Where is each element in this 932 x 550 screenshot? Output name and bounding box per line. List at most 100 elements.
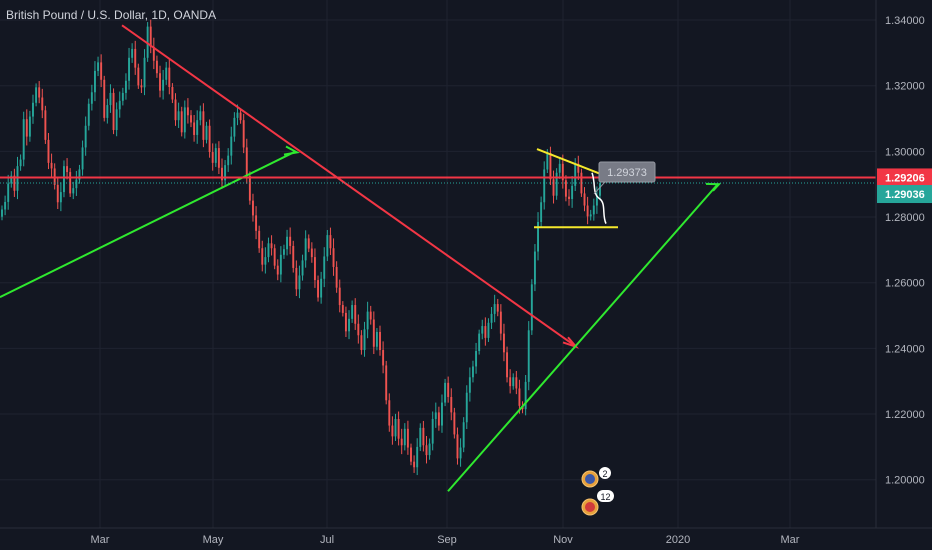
candle-body bbox=[19, 159, 22, 167]
candle-body bbox=[552, 179, 555, 196]
price-tick-label: 1.24000 bbox=[885, 343, 925, 355]
candle-body bbox=[267, 243, 270, 258]
candle-body bbox=[512, 377, 515, 387]
candle-body bbox=[348, 318, 350, 332]
price-axis[interactable]: 1.34000 1.32000 1.30000 1.28000 1.26000 1.240… bbox=[885, 15, 925, 487]
candle-body bbox=[369, 311, 372, 320]
candle-body bbox=[549, 153, 552, 180]
candle-body bbox=[165, 67, 168, 80]
candle-body bbox=[118, 100, 121, 110]
candle-body bbox=[211, 152, 214, 163]
candle-body bbox=[22, 119, 25, 160]
candle-body bbox=[214, 148, 217, 163]
candle-body bbox=[447, 382, 450, 397]
price-callout-box bbox=[598, 161, 656, 183]
candle-body bbox=[298, 275, 301, 290]
candle-body bbox=[422, 427, 425, 446]
candle-body bbox=[391, 425, 394, 437]
candle-body bbox=[155, 60, 158, 74]
candle-body bbox=[375, 331, 378, 347]
candle-body bbox=[301, 260, 304, 276]
candle-body bbox=[177, 111, 180, 121]
candle-body bbox=[329, 235, 332, 249]
candle-body bbox=[354, 305, 357, 324]
candle-body bbox=[75, 179, 78, 189]
candle-body bbox=[10, 175, 13, 184]
candle-body bbox=[109, 92, 112, 106]
candle-body bbox=[193, 122, 196, 135]
candle-body bbox=[97, 62, 100, 71]
candle-body bbox=[385, 365, 388, 401]
candle-body bbox=[7, 183, 10, 202]
event-count-badge bbox=[599, 467, 611, 479]
grid bbox=[0, 0, 876, 528]
candle-body bbox=[537, 221, 539, 252]
candle-body bbox=[41, 97, 44, 111]
candle-body bbox=[124, 80, 127, 93]
chart-title: British Pound / U.S. Dollar, 1D, OANDA bbox=[6, 8, 217, 22]
candle-body bbox=[441, 402, 443, 426]
candle-body bbox=[28, 116, 31, 137]
candle-body bbox=[304, 238, 307, 261]
candle-body bbox=[202, 111, 205, 140]
candle-body bbox=[208, 125, 211, 153]
candle-body bbox=[394, 418, 397, 437]
candle-body bbox=[196, 120, 199, 135]
candle-body bbox=[564, 180, 567, 197]
candle-body bbox=[276, 265, 279, 275]
candle-body bbox=[242, 120, 245, 148]
candle-body bbox=[186, 107, 189, 116]
candle-body bbox=[38, 87, 41, 98]
time-tick-label: Sep bbox=[437, 534, 457, 546]
candles bbox=[1, 19, 601, 476]
candle-body bbox=[81, 147, 84, 170]
candle-body bbox=[589, 214, 592, 217]
candle-body bbox=[93, 70, 96, 93]
candle-body bbox=[239, 112, 242, 121]
candle-body bbox=[261, 248, 264, 265]
candle-body bbox=[286, 236, 289, 250]
candle-body bbox=[502, 333, 505, 353]
last-price-tag bbox=[877, 185, 932, 204]
candle-body bbox=[475, 351, 478, 367]
candle-body bbox=[558, 163, 561, 173]
event-count-label: 2 bbox=[602, 469, 607, 479]
candle-body bbox=[25, 119, 28, 137]
candle-body bbox=[472, 366, 474, 378]
candle-body bbox=[332, 248, 335, 267]
candle-body bbox=[561, 163, 564, 181]
candle-body bbox=[571, 185, 574, 199]
price-tick-label: 1.26000 bbox=[885, 278, 925, 290]
candle-body bbox=[453, 412, 456, 435]
candle-body bbox=[379, 331, 381, 351]
candle-body bbox=[344, 312, 347, 332]
candle-body bbox=[273, 248, 276, 266]
candle-body bbox=[180, 111, 183, 133]
green-uptrend-line bbox=[0, 150, 296, 299]
candle-body bbox=[47, 139, 50, 163]
candle-body bbox=[4, 201, 7, 210]
candle-body bbox=[360, 335, 363, 351]
candle-body bbox=[84, 125, 87, 148]
candle-body bbox=[434, 412, 437, 419]
candle-body bbox=[413, 461, 416, 468]
candle-body bbox=[183, 107, 186, 133]
candle-body bbox=[450, 396, 453, 413]
candle-body bbox=[468, 377, 471, 393]
candle-body bbox=[357, 323, 360, 336]
candle-body bbox=[159, 73, 161, 91]
candle-body bbox=[540, 202, 543, 222]
candle-body bbox=[233, 117, 236, 137]
candle-body bbox=[103, 79, 106, 118]
candle-body bbox=[431, 418, 434, 444]
time-axis[interactable]: Mar May Jul Sep Nov 2020 Mar bbox=[91, 534, 800, 546]
candle-body bbox=[295, 267, 298, 290]
uk-flag-icon bbox=[585, 474, 595, 484]
candle-body bbox=[382, 350, 385, 366]
candle-body bbox=[388, 400, 391, 426]
candle-body bbox=[568, 196, 570, 199]
economic-events[interactable]: 2 12 bbox=[581, 467, 614, 516]
resistance-price-label: 1.29206 bbox=[885, 172, 925, 184]
